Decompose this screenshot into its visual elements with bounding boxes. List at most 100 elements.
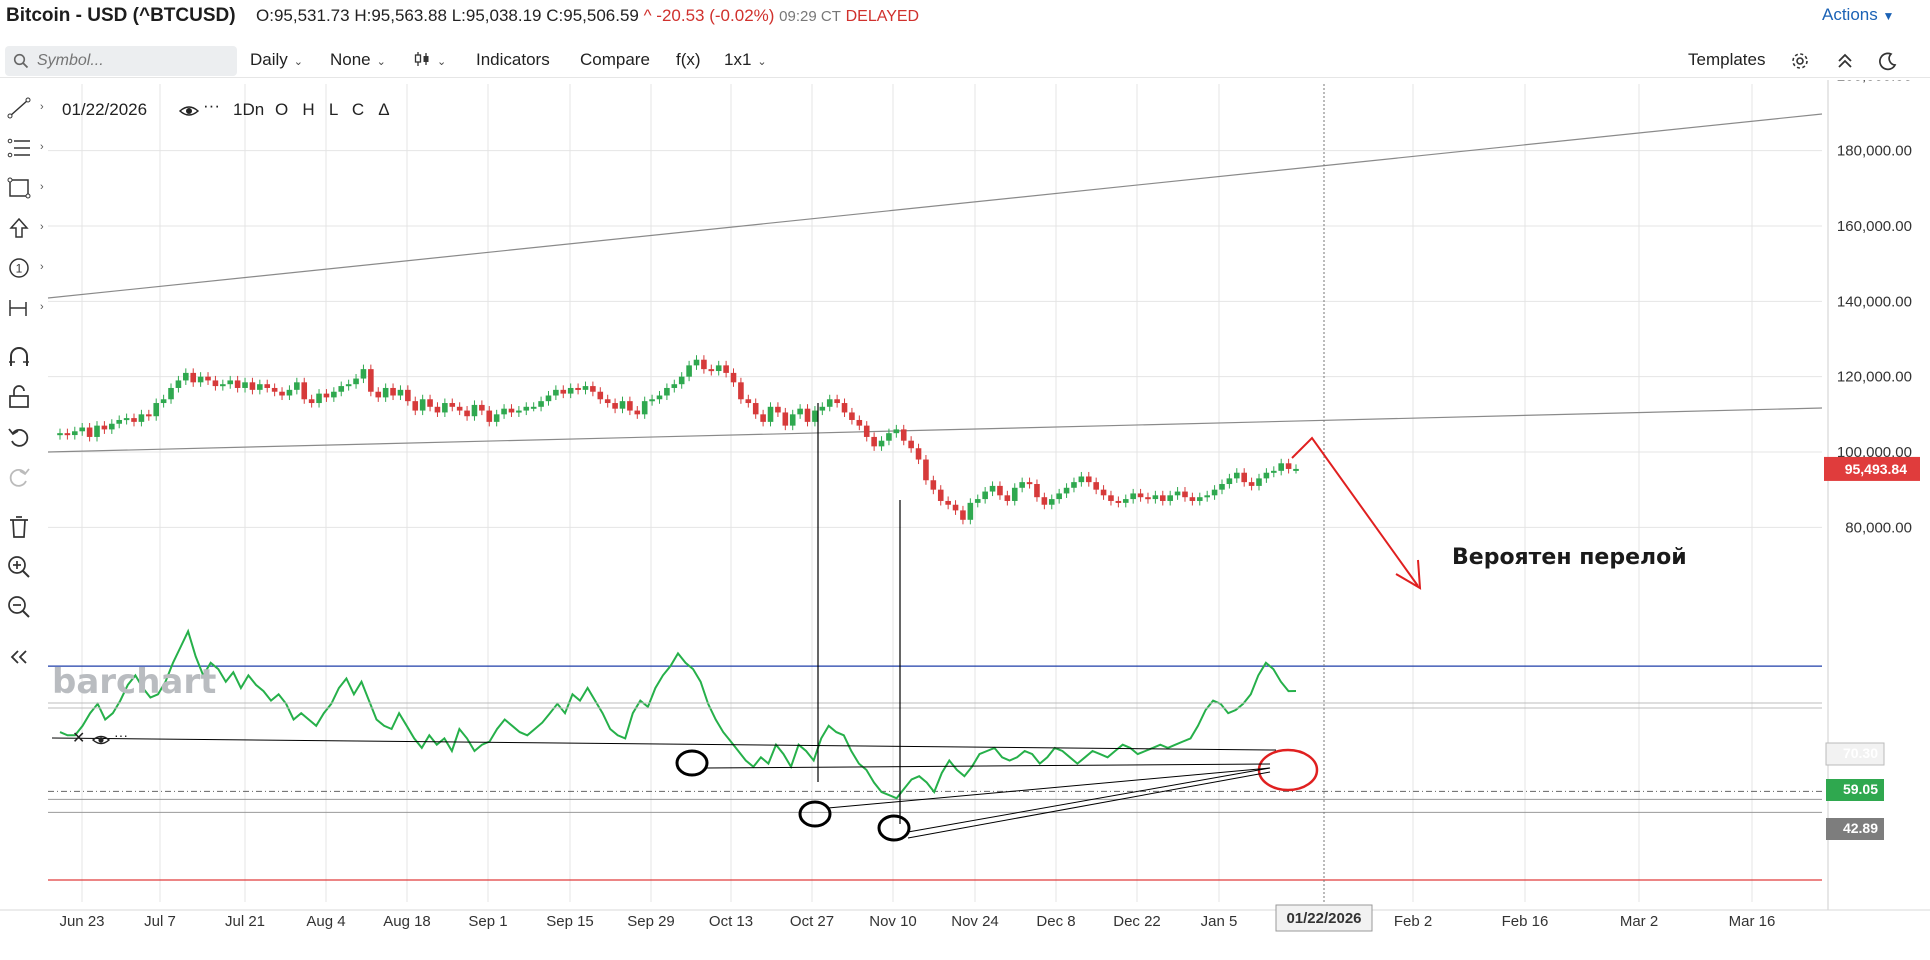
- magnet-tool[interactable]: [6, 344, 40, 372]
- candle-body: [308, 399, 315, 404]
- chart-type-dropdown[interactable]: ⌄: [413, 50, 446, 70]
- zoom-out-button[interactable]: [6, 594, 40, 622]
- candle-body: [930, 480, 937, 490]
- zoom-in-icon: [8, 556, 30, 578]
- date-tick-label: Aug 4: [306, 913, 345, 930]
- candle-body: [1248, 482, 1255, 486]
- indicators-button[interactable]: Indicators: [476, 50, 550, 69]
- overlay-label: None: [330, 50, 371, 69]
- annotation-tool[interactable]: 1 ›: [6, 256, 44, 284]
- candle-body: [1219, 484, 1225, 490]
- undo-icon: [8, 428, 29, 447]
- indicator-more-icon[interactable]: ···: [114, 727, 128, 743]
- indicator-eye-icon[interactable]: [91, 735, 111, 745]
- candle-body: [175, 380, 182, 388]
- candle-body: [1130, 493, 1136, 500]
- line-tool[interactable]: ›: [6, 96, 44, 124]
- forecast-arrowhead: [1395, 559, 1422, 590]
- candle-body: [1226, 478, 1233, 485]
- magnet-icon: [9, 347, 29, 366]
- interval-dropdown[interactable]: Daily ⌄: [250, 50, 303, 70]
- shape-tool[interactable]: ›: [6, 176, 44, 204]
- candle-body: [1026, 482, 1033, 485]
- symbol-input[interactable]: [37, 51, 227, 71]
- candle-body: [331, 391, 337, 398]
- search-icon: [13, 53, 29, 69]
- templates-button[interactable]: Templates: [1688, 50, 1766, 69]
- arrow-tool[interactable]: ›: [6, 216, 44, 244]
- measure-tool[interactable]: ›: [6, 296, 44, 324]
- candle-body: [479, 404, 485, 411]
- candle-body: [101, 425, 108, 430]
- symbol-search[interactable]: [5, 46, 237, 76]
- symbol-title: Bitcoin - USD (^BTCUSD): [6, 5, 236, 26]
- redo-button[interactable]: [6, 464, 40, 492]
- candle-body: [1085, 476, 1092, 483]
- candle-body: [590, 386, 596, 392]
- double-chevron-left-icon: [10, 650, 27, 664]
- rsi-line: [59, 628, 1297, 800]
- candle-body: [419, 399, 426, 411]
- candle-body: [782, 412, 789, 426]
- candle-body: [153, 403, 160, 417]
- candle-body: [375, 391, 382, 398]
- lock-tool[interactable]: [6, 384, 40, 412]
- delete-button[interactable]: [6, 514, 40, 542]
- function-button[interactable]: f(x): [676, 50, 701, 69]
- chevron-right-icon: ›: [40, 301, 44, 313]
- date-tick-label: Jan 5: [1201, 913, 1238, 930]
- trend-line-icon: [7, 97, 31, 119]
- candle-body: [1041, 497, 1048, 505]
- chevron-right-icon: ›: [40, 101, 44, 113]
- legend-more-icon[interactable]: ···: [203, 96, 220, 115]
- price-tick-label: 140,000.00: [1837, 293, 1912, 310]
- collapse-tools-button[interactable]: [6, 644, 40, 672]
- candle-body: [893, 429, 900, 434]
- candle-body: [1011, 487, 1018, 501]
- date-tick-label: Mar 2: [1620, 913, 1658, 930]
- candle-body: [160, 399, 167, 404]
- candle-body: [146, 414, 152, 417]
- zoom-in-button[interactable]: [6, 554, 40, 582]
- candle-body: [1004, 495, 1011, 501]
- candle-body: [1182, 491, 1188, 498]
- double-chevron-up-icon: [1838, 53, 1852, 68]
- candle-body: [212, 380, 219, 387]
- close-indicator-icon[interactable]: ✕: [72, 730, 85, 747]
- ohlc-readout: O:95,531.73 H:95,563.88 L:95,038.19 C:95…: [256, 6, 919, 26]
- candle-body: [449, 403, 456, 407]
- candle-body: [1093, 482, 1099, 490]
- rsi-axis-label: 80.00: [1843, 625, 1878, 641]
- candle-body: [57, 433, 63, 436]
- settings-button[interactable]: [1790, 51, 1810, 76]
- rsi-axis-label: 59.05: [1843, 781, 1878, 797]
- candle-body: [94, 425, 100, 437]
- price-chart[interactable]: Jun 23 Jul 7 Jul 21 Aug 4 Aug 18 Sep 1 Sep 15 S…: [0, 80, 1930, 960]
- date-tick-label: Dec 22: [1113, 913, 1161, 930]
- divergence-line: [827, 767, 1271, 809]
- candle-body: [405, 389, 411, 402]
- collapse-button[interactable]: [1836, 51, 1854, 76]
- delayed-badge: DELAYED: [845, 8, 920, 25]
- candle-body: [849, 412, 855, 420]
- lower-trendline: [47, 407, 1823, 453]
- undo-button[interactable]: [6, 424, 40, 452]
- candle-body: [730, 372, 737, 383]
- candle-body: [190, 372, 197, 383]
- compare-button[interactable]: Compare: [580, 50, 650, 69]
- drawn-trendlines: [47, 113, 1823, 453]
- candle-body: [715, 365, 722, 372]
- dark-mode-toggle[interactable]: [1878, 51, 1898, 76]
- actions-menu[interactable]: Actions ▼: [1822, 5, 1894, 25]
- layout-dropdown[interactable]: 1x1 ⌄: [724, 50, 767, 70]
- overlay-dropdown[interactable]: None ⌄: [330, 50, 386, 70]
- forecast-annotation: Вероятен перелой: [1452, 545, 1687, 570]
- fib-tool[interactable]: ›: [6, 136, 44, 164]
- candle-body: [1278, 463, 1284, 471]
- candle-body: [974, 499, 981, 503]
- eye-icon[interactable]: [178, 106, 200, 116]
- candle-body: [627, 401, 633, 411]
- candle-body: [826, 399, 833, 407]
- candle-body: [997, 485, 1003, 496]
- chevron-down-icon: ⌄: [293, 56, 304, 68]
